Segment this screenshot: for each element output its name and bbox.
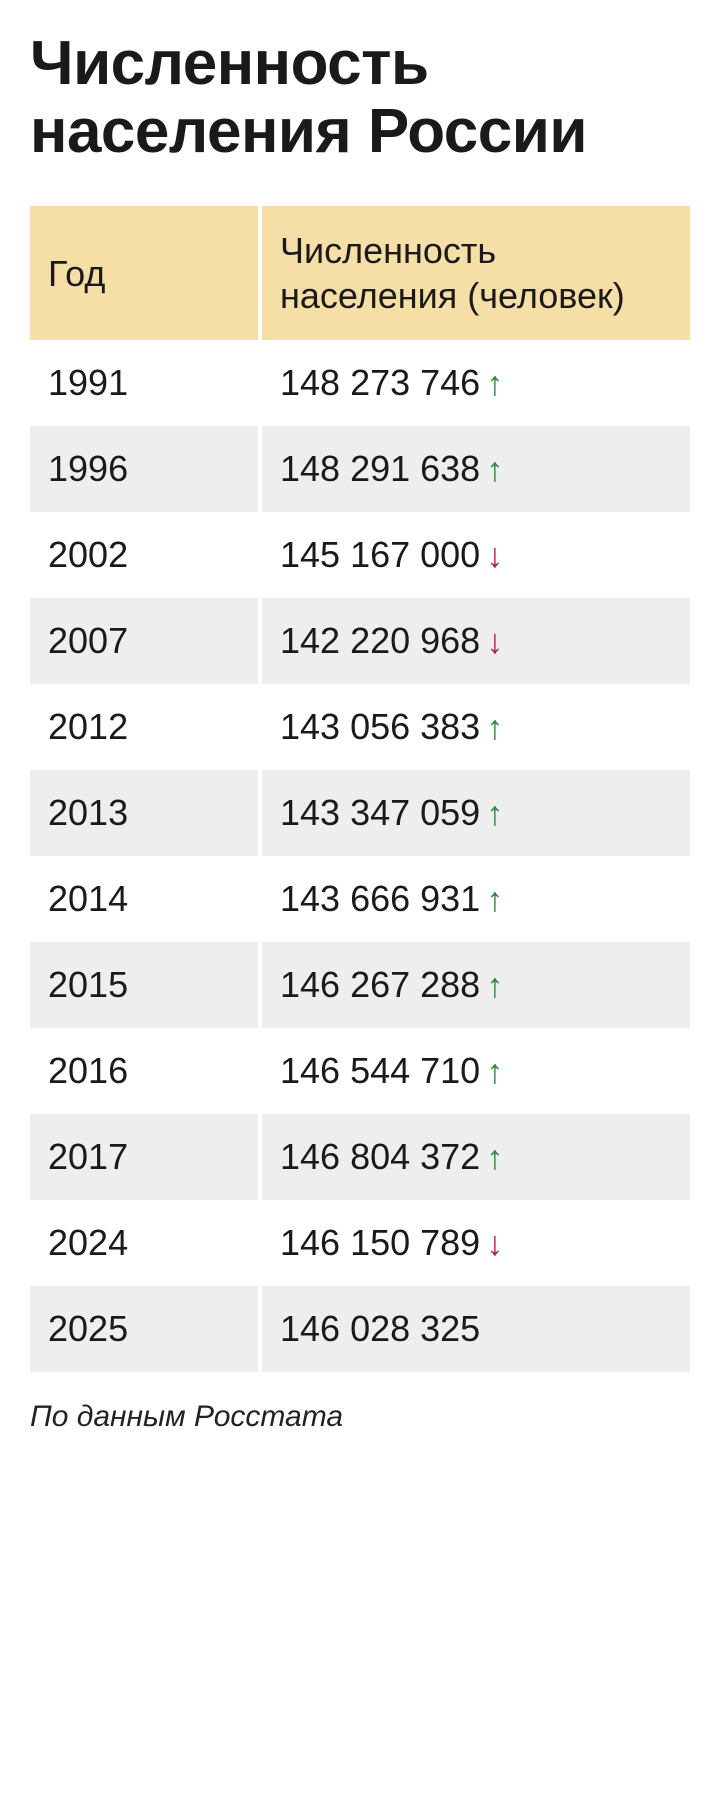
- cell-population: 146 804 372↑: [260, 1114, 690, 1200]
- population-value: 143 056 383: [280, 706, 480, 747]
- population-value: 146 267 288: [280, 964, 480, 1005]
- cell-year: 2024: [30, 1200, 260, 1286]
- cell-population: 146 150 789↓: [260, 1200, 690, 1286]
- cell-year: 2025: [30, 1286, 260, 1372]
- arrow-down-icon: ↓: [486, 625, 503, 659]
- arrow-up-icon: ↑: [486, 367, 503, 401]
- cell-year: 2014: [30, 856, 260, 942]
- table-row: 2013143 347 059↑: [30, 770, 690, 856]
- population-value: 148 273 746: [280, 362, 480, 403]
- table-row: 2007142 220 968↓: [30, 598, 690, 684]
- table-row: 2014143 666 931↑: [30, 856, 690, 942]
- table-row: 1996148 291 638↑: [30, 426, 690, 512]
- population-value: 146 804 372: [280, 1136, 480, 1177]
- arrow-down-icon: ↓: [486, 539, 503, 573]
- table-row: 2024146 150 789↓: [30, 1200, 690, 1286]
- population-value: 148 291 638: [280, 448, 480, 489]
- population-value: 142 220 968: [280, 620, 480, 661]
- population-value: 146 544 710: [280, 1050, 480, 1091]
- population-value: 143 347 059: [280, 792, 480, 833]
- arrow-up-icon: ↑: [486, 883, 503, 917]
- population-value: 146 028 325: [280, 1308, 480, 1349]
- page-title: Численность населения России: [30, 30, 690, 166]
- table-row: 1991148 273 746↑: [30, 340, 690, 426]
- cell-year: 2002: [30, 512, 260, 598]
- page: Численность населения России Год Численн…: [0, 0, 720, 1474]
- cell-population: 142 220 968↓: [260, 598, 690, 684]
- cell-year: 2016: [30, 1028, 260, 1114]
- cell-year: 2015: [30, 942, 260, 1028]
- population-value: 146 150 789: [280, 1222, 480, 1263]
- cell-population: 143 347 059↑: [260, 770, 690, 856]
- cell-population: 145 167 000↓: [260, 512, 690, 598]
- table-row: 2017146 804 372↑: [30, 1114, 690, 1200]
- cell-year: 2007: [30, 598, 260, 684]
- cell-population: 148 273 746↑: [260, 340, 690, 426]
- cell-population: 146 267 288↑: [260, 942, 690, 1028]
- population-value: 145 167 000: [280, 534, 480, 575]
- cell-year: 2017: [30, 1114, 260, 1200]
- source-note: По данным Росстата: [30, 1400, 690, 1434]
- cell-year: 1996: [30, 426, 260, 512]
- table-row: 2015146 267 288↑: [30, 942, 690, 1028]
- col-header-population: Численность населения (человек): [260, 206, 690, 340]
- arrow-up-icon: ↑: [486, 1141, 503, 1175]
- table-row: 2025 146 028 325: [30, 1286, 690, 1372]
- cell-population: 146 544 710↑: [260, 1028, 690, 1114]
- population-table: Год Численность населения (человек) 1991…: [30, 206, 690, 1372]
- col-header-year: Год: [30, 206, 260, 340]
- arrow-up-icon: ↑: [486, 1055, 503, 1089]
- table-row: 2002145 167 000↓: [30, 512, 690, 598]
- population-value: 143 666 931: [280, 878, 480, 919]
- cell-population: 143 666 931↑: [260, 856, 690, 942]
- arrow-up-icon: ↑: [486, 969, 503, 1003]
- table-body: 1991148 273 746↑1996148 291 638↑2002145 …: [30, 340, 690, 1372]
- cell-population: 148 291 638↑: [260, 426, 690, 512]
- arrow-up-icon: ↑: [486, 797, 503, 831]
- cell-year: 1991: [30, 340, 260, 426]
- arrow-up-icon: ↑: [486, 711, 503, 745]
- table-row: 2012143 056 383↑: [30, 684, 690, 770]
- cell-year: 2012: [30, 684, 260, 770]
- cell-population: 143 056 383↑: [260, 684, 690, 770]
- table-row: 2016146 544 710↑: [30, 1028, 690, 1114]
- arrow-down-icon: ↓: [486, 1227, 503, 1261]
- table-header-row: Год Численность населения (человек): [30, 206, 690, 340]
- cell-population: 146 028 325: [260, 1286, 690, 1372]
- cell-year: 2013: [30, 770, 260, 856]
- arrow-up-icon: ↑: [486, 453, 503, 487]
